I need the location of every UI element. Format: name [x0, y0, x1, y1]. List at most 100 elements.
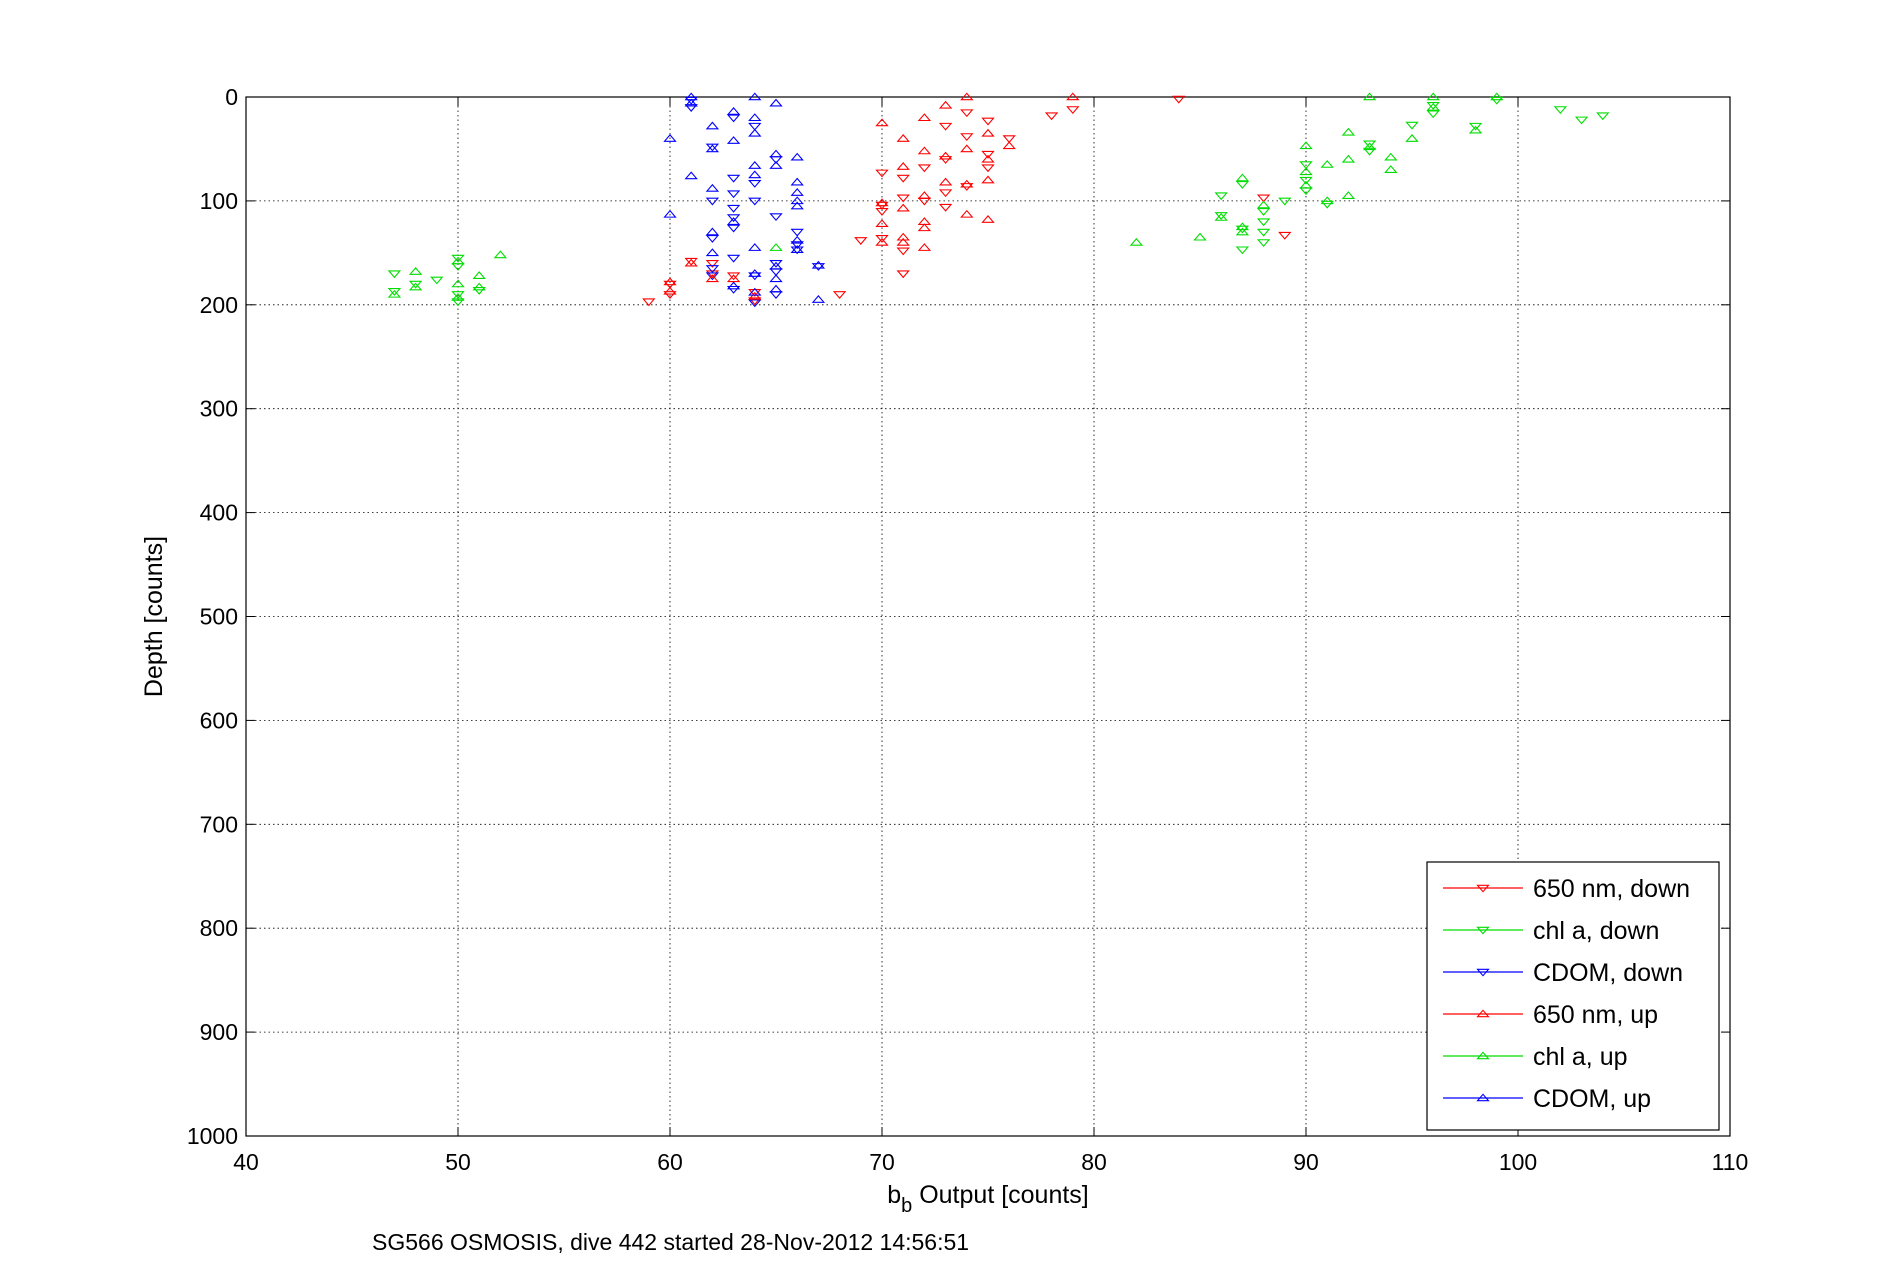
data-point — [472, 286, 486, 295]
figure-caption: SG566 OSMOSIS, dive 442 started 28-Nov-2… — [372, 1229, 969, 1255]
data-point — [472, 271, 486, 279]
data-point — [1468, 125, 1483, 134]
data-point — [748, 161, 762, 169]
x-tick-label: 80 — [1081, 1149, 1107, 1175]
legend-label: 650 nm, down — [1533, 875, 1690, 903]
data-point — [726, 190, 741, 199]
y-axis-label: Depth [counts] — [140, 536, 168, 697]
data-point — [938, 156, 953, 164]
data-point — [875, 169, 889, 178]
data-point — [1002, 141, 1016, 150]
data-point — [875, 237, 889, 246]
legend-box — [1426, 861, 1720, 1131]
data-point — [769, 161, 783, 169]
y-tick-label: 400 — [200, 500, 238, 526]
data-point — [1256, 194, 1271, 203]
y-tick-label: 0 — [225, 84, 238, 110]
data-point — [1214, 212, 1228, 221]
legend-marker — [1476, 1009, 1490, 1018]
x-axis-label-main: b — [887, 1181, 901, 1209]
data-point — [726, 204, 741, 213]
data-point — [705, 197, 720, 206]
data-point — [684, 171, 698, 180]
data-point — [938, 100, 953, 109]
data-point — [1235, 222, 1250, 231]
data-points — [387, 92, 1610, 308]
legend-marker — [1476, 1051, 1490, 1060]
data-point — [917, 113, 932, 122]
data-point — [472, 282, 486, 291]
data-point — [811, 260, 826, 269]
data-point — [917, 191, 932, 199]
data-point — [875, 219, 889, 228]
data-point — [1044, 112, 1059, 121]
data-point — [1299, 141, 1313, 150]
x-tick-label: 60 — [657, 1149, 683, 1175]
data-point — [1384, 152, 1398, 161]
data-point — [748, 128, 762, 137]
data-point — [705, 259, 720, 268]
data-point — [1299, 161, 1313, 170]
data-point — [705, 121, 720, 130]
data-point — [960, 209, 974, 218]
data-point — [1320, 196, 1334, 205]
data-point — [938, 203, 953, 212]
data-point — [917, 243, 932, 251]
legend-marker — [1476, 1093, 1490, 1102]
data-point — [875, 118, 889, 127]
y-tick-label: 700 — [200, 811, 238, 837]
data-point — [1002, 135, 1016, 144]
data-point — [430, 276, 444, 285]
data-point — [726, 285, 741, 294]
data-point — [1299, 187, 1313, 196]
data-point — [1574, 116, 1589, 125]
data-point — [748, 243, 762, 251]
data-point — [705, 248, 720, 257]
data-point — [684, 258, 698, 267]
data-point — [769, 274, 783, 283]
data-point — [896, 162, 910, 170]
data-point — [1066, 106, 1080, 115]
data-point — [726, 136, 741, 144]
x-tick-label: 70 — [869, 1149, 895, 1175]
data-point — [748, 291, 762, 300]
data-point — [1299, 176, 1313, 185]
data-point — [960, 179, 974, 188]
data-point — [451, 254, 465, 263]
data-point — [1256, 228, 1271, 237]
data-point — [1066, 92, 1080, 101]
x-tick-label: 90 — [1293, 1149, 1319, 1175]
data-point — [684, 96, 698, 105]
data-point — [981, 150, 995, 159]
data-point — [1320, 159, 1334, 168]
data-point — [917, 146, 932, 155]
data-point — [981, 215, 995, 223]
data-point — [896, 203, 910, 212]
data-point — [705, 272, 720, 281]
data-point — [811, 295, 826, 303]
data-point — [726, 217, 741, 225]
data-point — [1490, 96, 1504, 105]
data-point — [790, 201, 804, 210]
data-point — [451, 291, 465, 299]
data-point — [705, 183, 720, 192]
data-point — [1235, 181, 1250, 189]
data-point — [917, 197, 932, 206]
data-point — [1172, 95, 1186, 104]
data-point — [408, 282, 423, 291]
data-point — [748, 179, 762, 188]
data-point — [451, 256, 465, 265]
data-point — [875, 198, 889, 207]
data-point — [769, 243, 783, 251]
legend-label: CDOM, up — [1533, 1085, 1651, 1113]
data-point — [960, 109, 974, 118]
data-point — [1362, 140, 1377, 149]
data-point — [748, 297, 762, 306]
data-point — [748, 113, 762, 122]
data-point — [642, 298, 656, 307]
y-tick-label: 200 — [200, 292, 238, 318]
data-point — [790, 188, 804, 196]
data-point — [726, 106, 741, 115]
data-point — [663, 286, 677, 295]
y-tick-label: 800 — [200, 915, 238, 941]
